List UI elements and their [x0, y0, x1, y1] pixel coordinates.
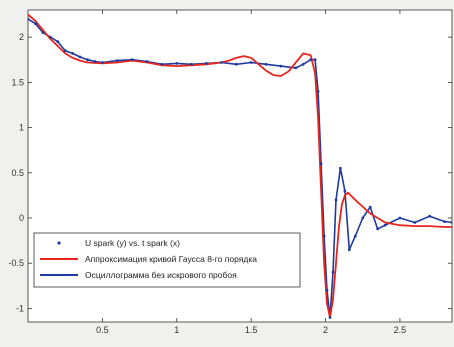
data-point: [190, 62, 194, 66]
data-point: [334, 198, 338, 202]
y-tick-label: 1.5: [11, 77, 24, 87]
data-point: [309, 58, 313, 62]
data-point: [86, 58, 89, 62]
y-tick-label: 0: [19, 213, 24, 223]
data-point: [383, 223, 387, 227]
legend-marker-dot: [57, 241, 61, 245]
data-point: [264, 62, 268, 66]
data-point: [428, 214, 432, 218]
data-point: [398, 216, 402, 220]
data-point: [93, 60, 97, 63]
legend-box: [33, 232, 301, 288]
data-point: [301, 62, 305, 66]
data-point: [48, 35, 52, 39]
data-point: [279, 64, 283, 68]
legend-label-2: Аппроксимация кривой Гаусса 8-го порядка: [85, 254, 257, 264]
x-tick-label: 2: [323, 325, 328, 335]
data-point: [101, 61, 104, 64]
x-tick-label: 0.5: [96, 325, 109, 335]
data-point: [450, 221, 452, 224]
data-point: [347, 248, 351, 252]
data-point: [220, 61, 223, 64]
data-point: [115, 59, 119, 62]
x-axis: 0.5 1 1.5 2 2.5: [96, 10, 406, 335]
legend-entry-markers: U spark (y) vs. t spark (x): [57, 238, 180, 248]
x-tick-label: 1: [174, 325, 179, 335]
data-point: [130, 58, 134, 62]
series-line-1: [28, 13, 452, 319]
data-point: [71, 52, 74, 55]
data-point: [325, 288, 329, 292]
y-tick-label: 2: [19, 32, 24, 42]
data-point: [34, 22, 37, 25]
data-point: [322, 234, 326, 238]
data-point: [443, 220, 446, 224]
data-point: [294, 66, 298, 70]
data-point: [316, 90, 320, 93]
data-point: [41, 31, 45, 34]
series-clip-group: [28, 13, 452, 319]
data-point: [63, 49, 67, 53]
data-point: [331, 270, 335, 274]
data-point: [319, 162, 323, 166]
data-point: [328, 316, 332, 319]
data-point: [160, 62, 164, 66]
data-point: [78, 55, 82, 59]
data-point: [376, 227, 379, 231]
x-tick-label: 1.5: [245, 325, 258, 335]
data-point: [28, 17, 30, 21]
data-point: [313, 58, 317, 62]
legend: U spark (y) vs. t spark (x) Аппроксимаци…: [33, 232, 301, 288]
y-axis: -1 -0.5 0 0.5 1 1.5 2: [8, 32, 452, 313]
data-point: [343, 189, 347, 193]
y-tick-label: 0.5: [11, 168, 24, 178]
data-point: [145, 60, 149, 63]
data-point: [368, 205, 372, 209]
data-point: [339, 166, 342, 170]
y-tick-label: -1: [16, 303, 24, 313]
y-tick-label: 1: [19, 123, 24, 133]
legend-label-3: Осциллограмма без искрового пробоя: [85, 270, 237, 280]
data-point: [234, 62, 238, 66]
data-point: [353, 234, 357, 238]
data-point: [361, 216, 365, 220]
legend-label-1: U spark (y) vs. t spark (x): [85, 238, 180, 248]
series-layer: [28, 13, 452, 319]
legend-entry-oscillogram: Осциллограмма без искрового пробоя: [40, 270, 237, 280]
data-point: [175, 62, 179, 65]
y-tick-label: -0.5: [8, 258, 24, 268]
legend-entry-approx: Аппроксимация кривой Гаусса 8-го порядка: [40, 254, 257, 264]
data-point: [205, 62, 208, 65]
x-tick-label: 2.5: [394, 325, 407, 335]
data-point: [413, 221, 417, 224]
data-point: [56, 40, 60, 44]
data-point: [249, 61, 253, 64]
